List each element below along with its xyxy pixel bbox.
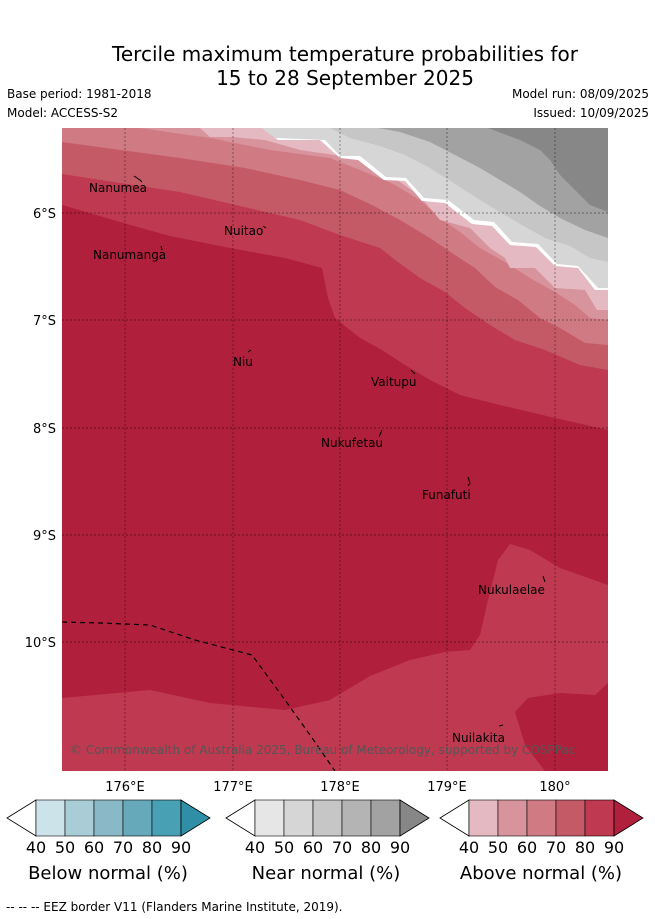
place-label: Nanumanga [93, 248, 166, 262]
colorbar-segment [370, 799, 401, 837]
contour-above-80-south [62, 544, 608, 771]
issued-date: Issued: 10/09/2025 [533, 106, 649, 120]
colorbar-segment [555, 799, 586, 837]
place-label: Nukulaelae [478, 583, 545, 597]
colorbars: 40 50 60 70 80 90 40 50 60 70 80 90 40 50 60 70 80 90 [6, 799, 644, 857]
colorbar-above-label: Above normal (%) [459, 863, 623, 884]
lon-tick-label: 176°E [105, 780, 145, 795]
map-title-line1: Tercile maximum temperature probabilitie… [112, 42, 578, 66]
colorbar-segment [64, 799, 95, 837]
colorbar-max-extend [399, 799, 430, 837]
island-nukufetau [378, 429, 383, 438]
colorbar-segment [254, 799, 285, 837]
colorbar-tick-label: 60 [84, 838, 104, 857]
model-name: Model: ACCESS-S2 [7, 106, 119, 120]
colorbar-min-extend [225, 799, 256, 837]
colorbar-near-label: Near normal (%) [251, 863, 401, 884]
island-nuilakita [498, 724, 504, 727]
colorbar-tick-label: 60 [517, 838, 537, 857]
eez-border [62, 621, 336, 771]
islands [133, 175, 546, 727]
colorbar-segment [283, 799, 314, 837]
lon-tick-label: 177°E [213, 780, 253, 795]
place-label: Niu [233, 355, 253, 369]
island-niu [247, 349, 252, 353]
colorbar: 40 50 60 70 80 90 [6, 799, 211, 857]
place-label: Nuilakita [452, 731, 505, 745]
colorbar-tick-label: 70 [546, 838, 566, 857]
colorbar-tick-label: 40 [26, 838, 46, 857]
colorbar: 40 50 60 70 80 90 [439, 799, 644, 857]
base-period: Base period: 1981-2018 [7, 87, 152, 101]
island-funafuti [467, 476, 471, 487]
lon-tick-label: 180° [539, 780, 570, 795]
colorbar-max-extend [180, 799, 211, 837]
colorbar-segment [312, 799, 343, 837]
lat-tick-label: 10°S [25, 636, 56, 651]
colorbar-min-extend [439, 799, 470, 837]
lat-tick-label: 6°S [33, 207, 56, 222]
probability-contours [62, 128, 608, 771]
colorbar-tick-label: 40 [245, 838, 265, 857]
contour-near-70 [488, 128, 608, 212]
colorbar: 40 50 60 70 80 90 [225, 799, 430, 857]
copyright-notice: © Commonwealth of Australia 2025, Bureau… [70, 743, 575, 757]
colorbar-tick-label: 90 [604, 838, 624, 857]
colorbar-tick-label: 80 [575, 838, 595, 857]
colorbar-tick-label: 70 [113, 838, 133, 857]
island-nanumea [133, 175, 143, 183]
place-label: Nuitao [224, 224, 263, 238]
island-nukulaelae [542, 575, 546, 583]
colorbar-tick-label: 70 [332, 838, 352, 857]
lon-tick-label: 179°E [427, 780, 467, 795]
graticule [62, 128, 608, 771]
place-label: Nanumea [89, 181, 147, 195]
model-run: Model run: 08/09/2025 [511, 87, 649, 101]
colorbar-tick-label: 50 [488, 838, 508, 857]
place-label: Nukufetau [321, 436, 383, 450]
colorbar-tick-label: 90 [171, 838, 191, 857]
lat-tick-label: 9°S [33, 529, 56, 544]
colorbar-tick-label: 80 [361, 838, 381, 857]
colorbar-segment [151, 799, 182, 837]
place-labels: Nanumea Nuitao Nanumanga Niu Vaitupu Nukufeta… [89, 181, 545, 745]
colorbar-tick-label: 90 [390, 838, 410, 857]
map-title-line2: 15 to 28 September 2025 [216, 66, 474, 90]
colorbar-segment [341, 799, 372, 837]
colorbar-segment [584, 799, 615, 837]
colorbar-below-label: Below normal (%) [28, 863, 188, 884]
island-nanumanga [160, 245, 163, 251]
colorbar-max-extend [613, 799, 644, 837]
colorbar-tick-label: 40 [459, 838, 479, 857]
colorbar-segment [93, 799, 124, 837]
colorbar-min-extend [6, 799, 37, 837]
eez-footer-note: -- -- -- EEZ border V11 (Flanders Marine… [6, 900, 343, 914]
colorbar-segment [468, 799, 499, 837]
place-label: Funafuti [422, 488, 471, 502]
longitude-labels: 176°E 177°E 178°E 179°E 180° [105, 780, 570, 795]
colorbar-tick-label: 80 [142, 838, 162, 857]
lat-tick-label: 7°S [33, 314, 56, 329]
colorbar-segment [122, 799, 153, 837]
lon-tick-label: 178°E [320, 780, 360, 795]
colorbar-tick-label: 60 [303, 838, 323, 857]
island-vaitupu [410, 369, 416, 375]
colorbar-tick-label: 50 [274, 838, 294, 857]
colorbar-segment [497, 799, 528, 837]
colorbar-segment [35, 799, 66, 837]
place-label: Vaitupu [371, 375, 417, 389]
colorbar-segment [526, 799, 557, 837]
colorbar-tick-label: 50 [55, 838, 75, 857]
lat-tick-label: 8°S [33, 422, 56, 437]
latitude-labels: 6°S 7°S 8°S 9°S 10°S [25, 207, 56, 651]
island-nuitao [262, 225, 267, 229]
